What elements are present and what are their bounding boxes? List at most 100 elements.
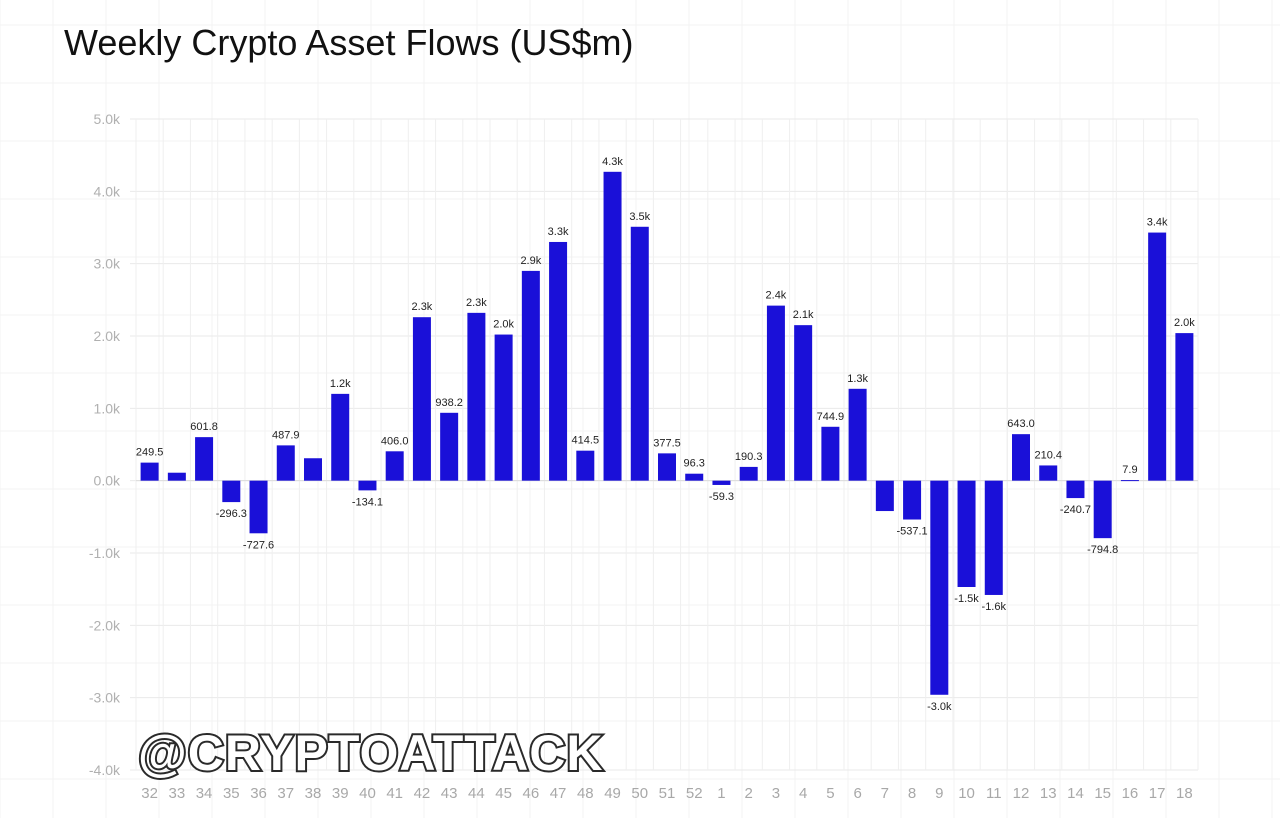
bar (1012, 434, 1030, 481)
y-tick-label: 2.0k (94, 328, 121, 344)
y-tick-label: 0.0k (94, 473, 121, 489)
y-tick-label: -4.0k (89, 762, 121, 778)
bar (685, 473, 704, 481)
bar (249, 480, 268, 534)
x-tick-label: 45 (495, 785, 512, 802)
x-tick-label: 7 (881, 785, 889, 802)
bar-value-label: 2.3k (412, 301, 433, 313)
x-tick-label: 11 (986, 785, 1002, 802)
plot-grid (130, 118, 1199, 771)
x-tick-label: 52 (686, 785, 703, 802)
x-tick-label: 49 (604, 785, 621, 802)
x-tick-label: 51 (659, 785, 676, 802)
x-tick-label: 32 (141, 785, 158, 802)
x-tick-label: 41 (386, 785, 403, 802)
bar (304, 458, 322, 481)
bar-value-label: -3.0k (927, 701, 952, 713)
bar-value-label: 601.8 (190, 421, 218, 433)
bar-value-label: 1.2k (330, 378, 351, 390)
y-axis: 5.0k 4.0k 3.0k 2.0k 1.0k 0.0k -1.0k -2.0k -3.0k -… (89, 111, 121, 778)
x-tick-label: 8 (908, 785, 916, 802)
chart-title: Weekly Crypto Asset Flows (US$m) (64, 22, 633, 63)
bar-value-label: 4.3k (602, 156, 623, 168)
data-labels: 249.5 601.8 -296.3 -727.6 487.9 1.2k -134.1 406… (136, 156, 1195, 713)
x-tick-label: 37 (277, 785, 294, 802)
bar-value-label: 406.0 (381, 435, 409, 447)
bar-value-label: 744.9 (817, 411, 845, 423)
bar (576, 450, 595, 481)
bar-value-label: 2.0k (1174, 317, 1195, 329)
x-tick-label: 4 (799, 785, 807, 802)
x-tick-label: 34 (196, 785, 213, 802)
bar (794, 325, 813, 481)
bar (821, 426, 840, 481)
bar (930, 480, 949, 695)
bar-value-label: -727.6 (243, 539, 274, 551)
bar (658, 453, 676, 481)
x-tick-label: 38 (305, 785, 322, 802)
bar (412, 317, 431, 481)
y-tick-label: -1.0k (89, 545, 121, 561)
bar-value-label: 487.9 (272, 429, 300, 441)
bar-value-label: 938.2 (435, 397, 463, 409)
x-tick-label: 46 (523, 785, 540, 802)
bar (521, 270, 540, 481)
bar-value-label: 1.3k (847, 373, 868, 385)
bar (1148, 232, 1167, 481)
x-tick-label: 17 (1149, 785, 1166, 802)
x-tick-label: 39 (332, 785, 349, 802)
y-tick-label: -3.0k (89, 690, 121, 706)
x-tick-label: 18 (1176, 785, 1193, 802)
x-tick-label: 9 (935, 785, 943, 802)
bar-value-label: 2.9k (520, 255, 541, 267)
bar (1066, 480, 1085, 499)
x-tick-label: 5 (826, 785, 834, 802)
bar-value-label: -1.5k (954, 593, 979, 605)
x-tick-label: 33 (169, 785, 186, 802)
bar-value-label: 2.0k (493, 319, 514, 331)
x-tick-label: 50 (631, 785, 648, 802)
bar (903, 480, 922, 520)
bar (1093, 480, 1112, 539)
x-tick-label: 36 (250, 785, 267, 802)
bar-value-label: 3.3k (548, 226, 569, 238)
x-tick-label: 40 (359, 785, 376, 802)
bar (549, 241, 568, 481)
watermark-text: @CRYPTOATTACK (138, 725, 603, 781)
y-tick-label: 1.0k (94, 400, 121, 416)
bar (276, 445, 295, 481)
x-tick-label: 43 (441, 785, 458, 802)
bar (875, 480, 894, 512)
bar-value-label: 249.5 (136, 447, 164, 459)
bar (467, 312, 486, 481)
bar (1039, 465, 1058, 481)
bar-value-label: -134.1 (352, 496, 383, 508)
bar-value-label: -794.8 (1087, 544, 1118, 556)
bar-value-label: 96.3 (684, 458, 705, 470)
bar-value-label: -296.3 (216, 508, 247, 520)
bar (331, 393, 350, 481)
x-tick-label: 16 (1122, 785, 1139, 802)
x-tick-label: 15 (1094, 785, 1111, 802)
bar-series (140, 171, 1194, 695)
x-tick-label: 48 (577, 785, 594, 802)
bar-value-label: 3.5k (629, 211, 650, 223)
bar (195, 437, 214, 481)
bar (984, 480, 1003, 595)
x-tick-label: 35 (223, 785, 240, 802)
bar (140, 462, 159, 481)
bar (222, 480, 241, 503)
x-tick-label: 12 (1013, 785, 1030, 802)
x-tick-label: 2 (745, 785, 753, 802)
bar (167, 472, 186, 481)
x-tick-label: 13 (1040, 785, 1057, 802)
bar-value-label: 2.4k (766, 290, 787, 302)
x-tick-label: 6 (853, 785, 861, 802)
bar-value-label: 3.4k (1147, 217, 1168, 229)
bar-value-label: -1.6k (982, 601, 1007, 613)
bar (358, 480, 377, 491)
bar (739, 466, 758, 481)
x-tick-label: 47 (550, 785, 567, 802)
bar-value-label: 414.5 (572, 435, 600, 447)
